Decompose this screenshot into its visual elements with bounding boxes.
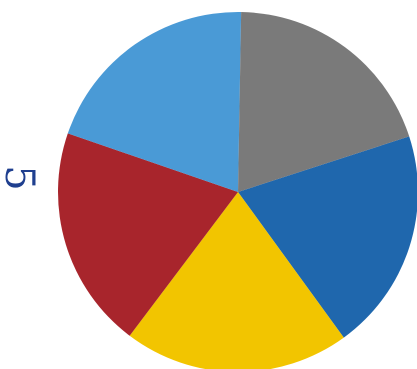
pie-slice-4 (67, 12, 242, 193)
pie-slice-3 (58, 133, 239, 336)
handwritten-number-label: 5 (0, 165, 42, 190)
pie-slice-5 (238, 12, 410, 193)
pie-slice-1 (238, 136, 417, 338)
pie-slices (58, 12, 417, 369)
pie-slice-2 (129, 192, 344, 369)
